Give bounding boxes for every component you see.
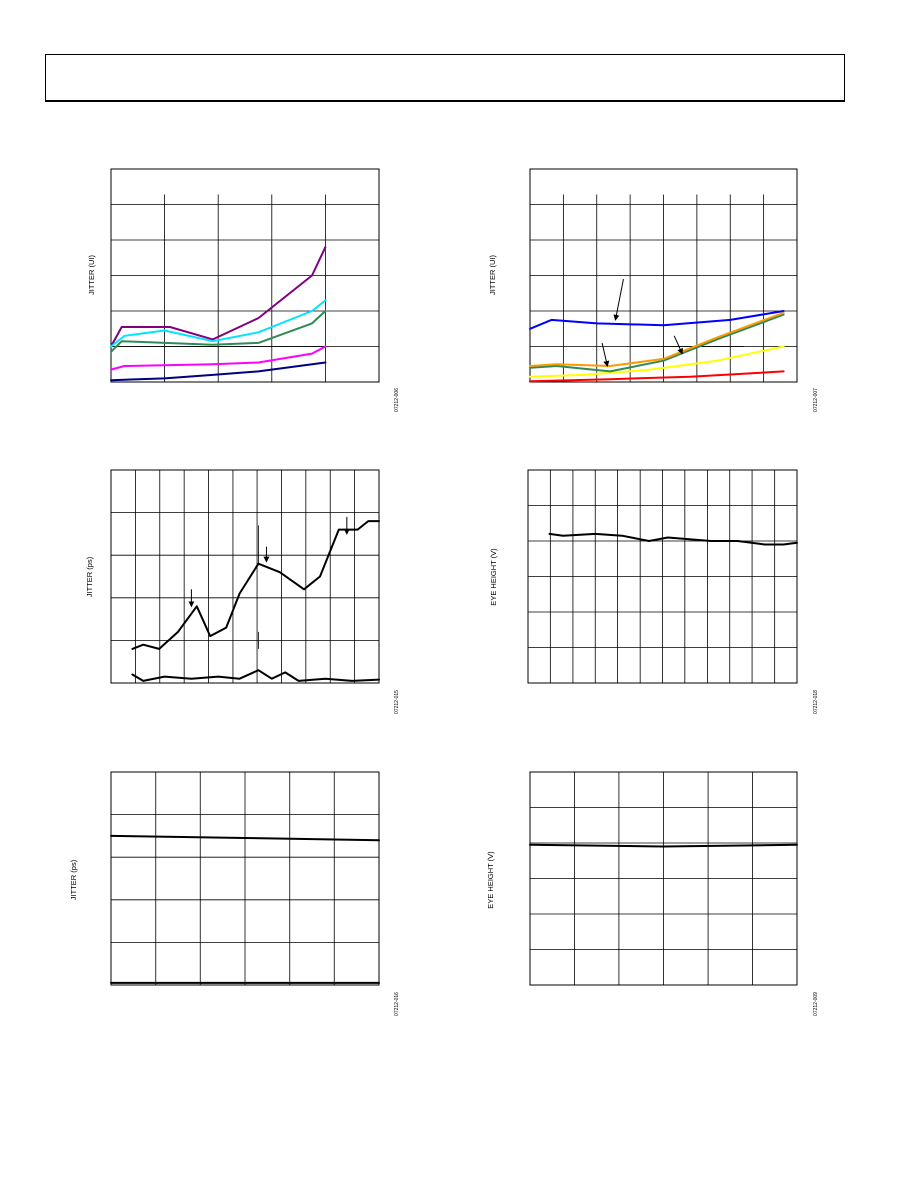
chart-1: JITTER (UI) 07212-006 (87, 168, 400, 412)
chart-1-ylabel: JITTER (UI) (87, 255, 96, 295)
chart-4-figure-id: 07212-018 (813, 690, 819, 714)
chart-2-arrow-3 (673, 335, 683, 355)
chart-3-plot-frame (110, 469, 380, 684)
chart-1-series-3 (110, 310, 327, 353)
chart-5: JITTER (ps) 07212-016 (69, 771, 400, 1016)
chart-3: JITTER (ps) 07212-015 (85, 469, 400, 714)
chart-2-series-1 (529, 310, 785, 330)
chart-1-figure-id: 07212-006 (394, 388, 400, 412)
chart-5-figure-id: 07212-016 (394, 992, 400, 1016)
chart-6-ylabel: EYE HEIGHT (V) (486, 851, 495, 909)
chart-6-series-1 (529, 843, 798, 848)
chart-3-ylabel: JITTER (ps) (85, 556, 94, 597)
chart-5-ylabel: JITTER (ps) (69, 859, 78, 900)
chart-2-series-4 (529, 313, 785, 373)
chart-5-series-1 (110, 834, 380, 842)
chart-4: EYE HEIGHT (V) 07212-018 (489, 469, 819, 714)
chart-4-ylabel: EYE HEIGHT (V) (489, 548, 498, 606)
chart-1-series-2 (110, 299, 327, 348)
chart-2-arrow-1 (613, 278, 624, 321)
chart-1-series-5 (110, 361, 327, 382)
chart-3-series-1 (131, 520, 380, 650)
chart-2-arrow-2 (601, 342, 610, 367)
chart-6: EYE HEIGHT (V) 07212-009 (486, 771, 819, 1016)
chart-3-series-2 (131, 669, 380, 682)
chart-2-series-3 (529, 370, 785, 383)
chart-2: JITTER (UI) 07212-007 (488, 168, 819, 412)
chart-1-series-4 (110, 345, 327, 371)
chart-2-ylabel: JITTER (UI) (488, 255, 497, 295)
chart-4-series-1 (548, 532, 798, 546)
chart-3-figure-id: 07212-015 (394, 690, 400, 714)
chart-2-series-5 (529, 311, 785, 367)
chart-6-figure-id: 07212-009 (813, 992, 819, 1016)
chart-2-figure-id: 07212-007 (813, 388, 819, 412)
chart-1-series-1 (110, 246, 327, 348)
page-header-box (45, 54, 845, 102)
chart-2-series-2 (529, 345, 785, 378)
